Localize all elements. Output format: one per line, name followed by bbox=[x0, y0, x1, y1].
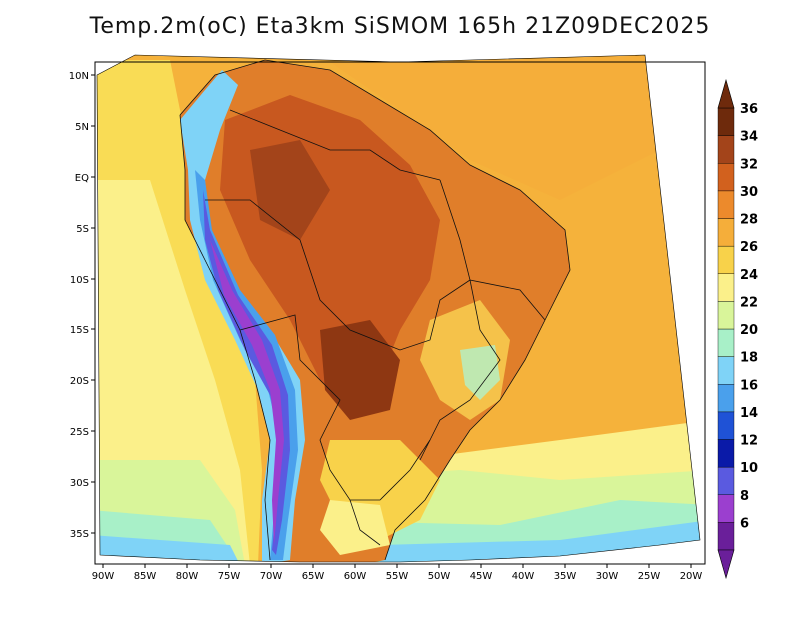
lon-tick-label: 80W bbox=[176, 571, 199, 582]
colorbar-segment bbox=[717, 328, 735, 357]
colorbar-segment bbox=[717, 273, 735, 302]
lat-tick-label: 10N bbox=[69, 71, 89, 82]
lat-tick-label: 30S bbox=[70, 478, 89, 489]
colorbar-label: 32 bbox=[740, 157, 758, 172]
colorbar-label: 6 bbox=[740, 516, 749, 531]
colorbar: 36 34 32 30 28 26 24 22 20 18 16 14 12 10 8 6 bbox=[717, 78, 758, 580]
lat-tick-label: 35S bbox=[70, 529, 89, 540]
lat-tick-label: 20S bbox=[70, 376, 89, 387]
map-frame bbox=[94, 61, 706, 565]
minas-cool-field bbox=[460, 345, 500, 400]
lat-tick-label: 25S bbox=[70, 427, 89, 438]
lat-tick-label: 10S bbox=[70, 275, 89, 286]
colorbar-segment bbox=[717, 439, 735, 468]
lon-tick-label: 35W bbox=[554, 571, 577, 582]
colorbar-label: 28 bbox=[740, 213, 758, 228]
colorbar-label: 14 bbox=[740, 406, 758, 421]
lon-tick-label: 40W bbox=[512, 571, 535, 582]
pampas-field bbox=[320, 500, 390, 555]
colorbar-segment bbox=[717, 107, 735, 136]
colorbar-label: 10 bbox=[740, 461, 758, 476]
north-hot-field bbox=[250, 140, 330, 240]
colorbar-segment bbox=[717, 494, 735, 523]
colorbar-segment bbox=[717, 356, 735, 385]
colorbar-label: 16 bbox=[740, 378, 758, 393]
andes-coldest-field bbox=[210, 240, 284, 545]
lon-tick-label: 75W bbox=[218, 571, 241, 582]
latitude-axis: 10N 5N EQ 5S 10S 15S 20S 25S 30S 35S bbox=[69, 71, 95, 540]
lon-tick-label: 60W bbox=[344, 571, 367, 582]
lon-tick-label: 45W bbox=[470, 571, 493, 582]
inner-border-north bbox=[229, 109, 441, 181]
lon-tick-label: 25W bbox=[638, 571, 661, 582]
longitude-axis: 90W 85W 80W 75W 70W 65W 60W 55W 50W 45W … bbox=[92, 564, 703, 582]
map-title: Temp.2m(oC) Eta3km SiSMOM 165h 21Z09DEC2… bbox=[89, 14, 711, 39]
inner-border-central bbox=[205, 199, 471, 351]
colorbar-segment bbox=[717, 245, 735, 274]
lat-tick-label: 5N bbox=[75, 122, 89, 133]
temperature-field bbox=[97, 55, 700, 562]
lon-tick-label: 70W bbox=[260, 571, 283, 582]
colorbar-segment bbox=[717, 190, 735, 219]
inner-border-east bbox=[419, 279, 501, 461]
colorbar-label: 22 bbox=[740, 295, 758, 310]
colorbar-segment bbox=[717, 384, 735, 413]
colorbar-label: 18 bbox=[740, 351, 758, 366]
colorbar-label: 26 bbox=[740, 240, 758, 255]
colorbar-segment bbox=[717, 522, 735, 551]
colorbar-segment bbox=[717, 218, 735, 247]
colorbar-segment bbox=[717, 135, 735, 164]
colorbar-label: 30 bbox=[740, 185, 758, 200]
colorbar-label: 8 bbox=[740, 489, 749, 504]
colorbar-label: 36 bbox=[740, 102, 758, 117]
colorbar-segment bbox=[717, 163, 735, 192]
lon-tick-label: 65W bbox=[302, 571, 325, 582]
colorbar-segment bbox=[717, 301, 735, 330]
lon-tick-label: 20W bbox=[680, 571, 703, 582]
lon-tick-label: 50W bbox=[428, 571, 451, 582]
lon-tick-label: 30W bbox=[596, 571, 619, 582]
colorbar-label: 20 bbox=[740, 323, 758, 338]
colorbar-label: 12 bbox=[740, 434, 758, 449]
uruguay-border bbox=[349, 499, 381, 546]
colorbar-label: 24 bbox=[740, 268, 758, 283]
atlantic-coastline bbox=[179, 59, 571, 561]
chaco-hot-field bbox=[320, 320, 400, 420]
colorbar-segment bbox=[717, 411, 735, 440]
lon-tick-label: 90W bbox=[92, 571, 115, 582]
lat-tick-label: 5S bbox=[76, 224, 89, 235]
lon-tick-label: 85W bbox=[134, 571, 157, 582]
atlantic-north-field bbox=[330, 55, 660, 200]
lat-tick-label: EQ bbox=[75, 173, 89, 184]
colorbar-label: 34 bbox=[740, 130, 758, 145]
lon-tick-label: 55W bbox=[386, 571, 409, 582]
colorbar-upper-arrow bbox=[717, 78, 735, 109]
inner-border-south bbox=[239, 314, 431, 501]
lat-tick-label: 15S bbox=[70, 325, 89, 336]
country-boundaries bbox=[179, 59, 571, 561]
colorbar-segment bbox=[717, 466, 735, 495]
colorbar-lower-arrow bbox=[717, 549, 735, 580]
